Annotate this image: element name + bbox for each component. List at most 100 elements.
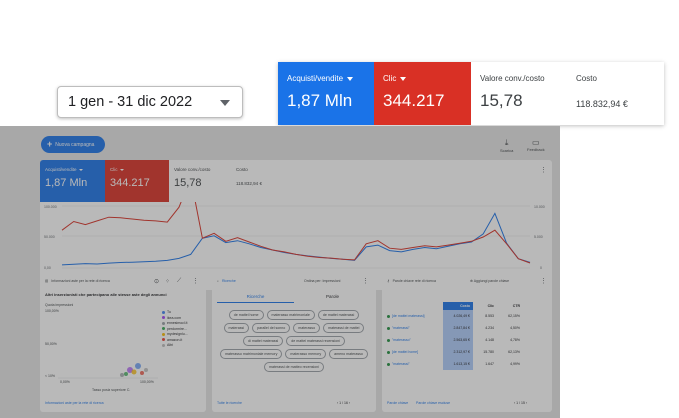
search-chip[interactable]: de mattei home [228, 310, 264, 320]
search-chip[interactable]: materassi [223, 323, 250, 333]
pager[interactable]: ‹ 1 / 15 › [514, 401, 528, 405]
y-top-label: 100,00% [45, 309, 59, 313]
y-left-tick: 100.000 [44, 205, 57, 209]
card-title: ⌕ Ricerche [217, 279, 236, 283]
key-icon: ⚷ [387, 279, 390, 283]
more-options-icon[interactable]: ⋮ [540, 167, 547, 174]
card-title: ⚷ Parole chiave rete di ricerca [387, 279, 436, 283]
status-dot-icon [387, 362, 390, 366]
all-searches-link[interactable]: Tutte le ricerche [217, 401, 242, 405]
table-header-row: Costo Clic CTR [387, 302, 547, 310]
y-right-tick: 0 [540, 266, 542, 270]
table-row[interactable]: "materasso" 2.563,65 € 4.148 4,78% [387, 334, 547, 346]
help-icon[interactable]: ⊙ [154, 279, 160, 285]
status-dot-icon [387, 326, 390, 330]
legend-item: perdormire... [162, 327, 188, 333]
legend-item: ikea.com [162, 316, 188, 322]
ctr-cell: 4,99% [510, 362, 520, 366]
search-chip[interactable]: de mattei materassi [317, 310, 360, 320]
clicks-cell: 4.148 [485, 338, 494, 342]
caret-down-icon [78, 168, 83, 171]
search-chip[interactable]: materassi de mattei [323, 323, 365, 333]
table-row[interactable]: "materassi" 1.613,15 € 1.647 4,99% [387, 358, 547, 370]
searches-tabs: Ricerche Parole [217, 294, 371, 303]
keyword-text[interactable]: "materassi" [392, 326, 410, 330]
scatter-icon[interactable]: ⁘ [165, 279, 171, 285]
cost-cell: 2.563,65 € [443, 334, 473, 346]
pager[interactable]: ‹ 1 / 16 › [337, 401, 351, 405]
metric-value: 1,87 Mln [45, 177, 88, 189]
more-options-icon[interactable]: ⋮ [362, 278, 369, 285]
keywords-card: ⚷ Parole chiave rete di ricerca ⊕ Aggiung… [382, 272, 552, 412]
y-mid-label: 50,00% [45, 342, 57, 346]
search-chip[interactable]: ameno materasso [329, 349, 368, 359]
excluded-keywords-link[interactable]: Parole chiave escluse [416, 401, 451, 405]
mini-metric-clicks[interactable]: Clic 344.217 [105, 160, 169, 202]
keyword-text[interactable]: "materasso" [392, 338, 411, 342]
keyword-text[interactable]: [de mattei home] [392, 350, 419, 354]
metric-value: 15,78 [480, 91, 523, 110]
search-chip[interactable]: di mattei materassi [243, 336, 284, 346]
mini-metric-cost[interactable]: Costo 118.832,94 € [231, 160, 293, 202]
ctr-cell: 4,50% [510, 326, 520, 330]
clicks-cell: 1.647 [485, 362, 494, 366]
mini-metric-conv-value[interactable]: Valore conv./costo 15,78 [169, 160, 231, 202]
x-select[interactable]: Tasso posiz superiore C. [92, 388, 131, 392]
metric-value: 15,78 [174, 177, 202, 189]
metric-label: Valore conv./costo [174, 167, 211, 172]
mini-metric-purchases[interactable]: Acquisti/vendite 1,87 Mln [40, 160, 105, 202]
more-options-icon[interactable]: ⋮ [540, 278, 547, 285]
bar-chart-icon: ▥ [45, 279, 49, 283]
table-row[interactable]: "materassi" 2.847,84 € 4.234 4,50% [387, 322, 547, 334]
download-button[interactable]: ⤓ Scarica [500, 138, 513, 153]
more-options-icon[interactable]: ⋮ [192, 278, 199, 285]
metric-clicks[interactable]: Clic 344.217 [374, 62, 471, 125]
sort-select[interactable]: Ordina per: Impressioni [304, 279, 341, 283]
metric-label: Costo [236, 167, 248, 172]
table-row[interactable]: [de mattei materassi] 4.026,49 € 8.553 62,1… [387, 310, 547, 322]
ctr-cell: 62,13% [508, 350, 520, 354]
search-chip[interactable]: materassi de matteo recensioni [264, 362, 324, 372]
metric-label: Costo [576, 74, 597, 83]
search-chip[interactable]: de mattei materassi recensioni [286, 336, 345, 346]
header-cost[interactable]: Costo [443, 302, 473, 310]
search-chip[interactable]: materasso matrimoniale memory [220, 349, 283, 359]
new-campaign-button[interactable]: + Nuova campagna [41, 136, 105, 153]
new-campaign-label: Nuova campagna [55, 141, 95, 148]
search-chip[interactable]: parallel del sonno [252, 323, 291, 333]
metric-value: 344.217 [110, 177, 150, 189]
header-ctr[interactable]: CTR [512, 304, 520, 308]
tab-words[interactable]: Parole [325, 294, 339, 299]
search-chip[interactable]: materasso memory [285, 349, 327, 359]
metric-label: Clic [383, 74, 397, 83]
date-range-selector[interactable]: 1 gen - 31 dic 2022 [57, 86, 243, 118]
table-row[interactable]: [de mattei home] 2.312,97 € 15.780 62,13% [387, 346, 547, 358]
keyword-text[interactable]: [de mattei materassi] [392, 314, 425, 318]
metric-conv-value-cost[interactable]: Valore conv./costo 15,78 [471, 62, 567, 125]
plus-icon: + [47, 139, 53, 149]
metric-purchases[interactable]: Acquisti/vendite 1,87 Mln [278, 62, 374, 125]
keywords-link[interactable]: Parole chiave [387, 401, 409, 405]
keyword-text[interactable]: "materassi" [392, 362, 410, 366]
metric-value: 118.832,94 € [236, 181, 262, 186]
download-icon: ⤓ [504, 138, 509, 147]
cost-cell: 4.026,49 € [443, 310, 473, 322]
caret-down-icon [400, 76, 407, 81]
legend-item: mydesignlu... [162, 332, 188, 338]
feedback-label: Feedback [527, 147, 545, 152]
tab-searches[interactable]: Ricerche [217, 294, 294, 303]
feedback-button[interactable]: ▭ Feedback [527, 138, 545, 152]
cost-cell: 2.312,97 € [443, 346, 473, 358]
metric-cost[interactable]: Costo 118.832,94 € [567, 62, 663, 125]
overview-card: Acquisti/vendite 1,87 Mln Clic 344.217 V… [40, 160, 552, 290]
caret-down-icon [220, 100, 230, 106]
metric-select[interactable]: Quota impressioni [45, 303, 74, 307]
auction-link[interactable]: Informazioni aste per la rete di ricerca [45, 401, 104, 405]
add-keywords-link[interactable]: ⊕ Aggiungi parole chiave [470, 279, 510, 283]
header-clicks[interactable]: Clic [487, 304, 494, 308]
caret-down-icon [119, 168, 124, 171]
search-chip[interactable]: materasso matrimoniale [266, 310, 315, 320]
trend-icon[interactable]: ⟋ [177, 278, 182, 284]
ctr-cell: 62,15% [508, 314, 520, 318]
search-chip[interactable]: materasso [293, 323, 321, 333]
